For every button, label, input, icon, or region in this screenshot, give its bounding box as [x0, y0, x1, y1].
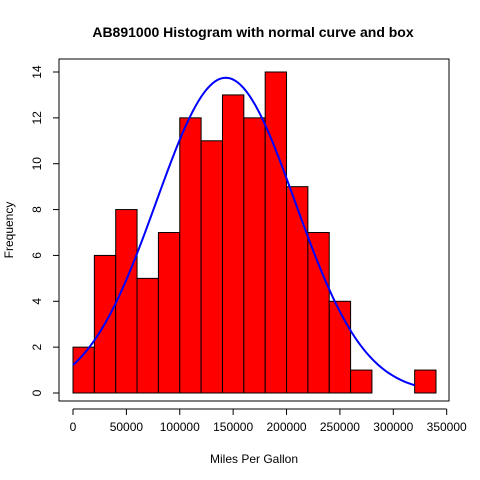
bars-group [72, 71, 437, 394]
y-tick-label: 14 [30, 65, 44, 79]
y-tick-label: 8 [30, 206, 44, 213]
x-tick-label: 50000 [110, 420, 144, 434]
histogram-bar [350, 369, 373, 394]
x-tick-label: 250000 [320, 420, 360, 434]
x-tick-label: 350000 [427, 420, 467, 434]
histogram-bar [179, 117, 202, 394]
y-tick-label: 12 [30, 111, 44, 125]
histogram-bar [157, 232, 181, 394]
histogram-bar [200, 140, 223, 394]
x-tick-label: 150000 [213, 420, 253, 434]
histogram-bar [264, 71, 288, 394]
histogram-bar [286, 186, 309, 394]
x-axis: 0 50000 100000 150000 200000 250000 300000 3500… [70, 408, 467, 434]
normal-curve [72, 76, 415, 387]
y-axis: 0 2 4 6 8 10 12 14 [30, 65, 60, 396]
y-tick-label: 0 [30, 389, 44, 396]
x-tick-label: 100000 [160, 420, 200, 434]
x-tick-label: 200000 [267, 420, 307, 434]
y-tick-label: 2 [30, 343, 44, 350]
histogram-bar [115, 209, 138, 394]
histogram-bar [414, 369, 437, 394]
histogram-bar [328, 300, 352, 394]
histogram-bar [136, 277, 159, 394]
histogram-bar [221, 94, 245, 394]
x-tick-label: 0 [70, 420, 77, 434]
x-tick-label: 300000 [373, 420, 413, 434]
y-tick-label: 4 [30, 298, 44, 305]
y-tick-label: 10 [30, 157, 44, 171]
histogram-bar [307, 232, 330, 394]
chart-title: AB891000 Histogram with normal curve and… [92, 24, 414, 40]
x-axis-label: Miles Per Gallon [210, 452, 298, 466]
y-tick-label: 6 [30, 252, 44, 259]
histogram-bar [243, 117, 266, 394]
y-axis-label: Frequency [2, 202, 16, 259]
